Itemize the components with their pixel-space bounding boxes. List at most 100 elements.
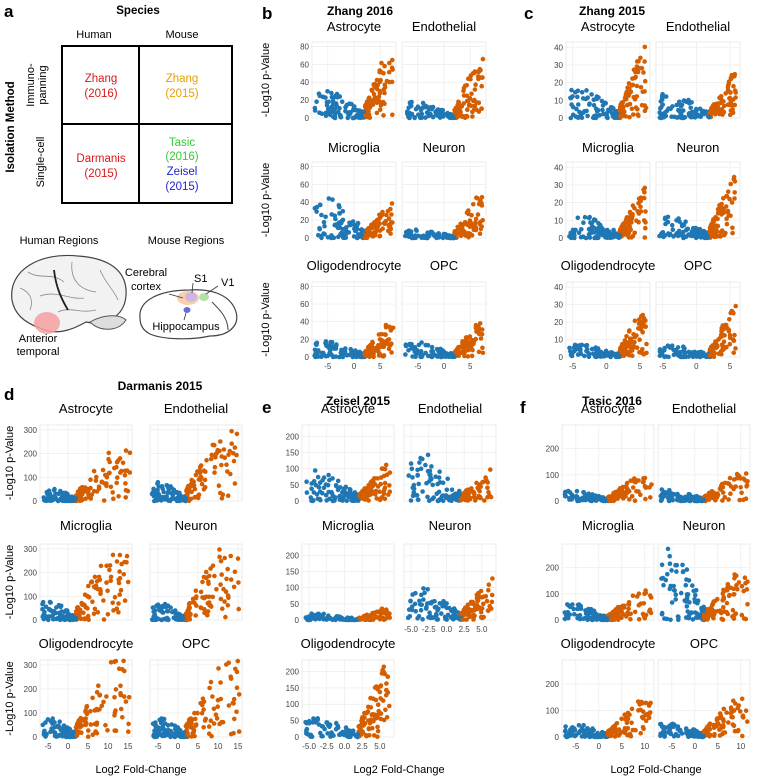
point-down — [407, 234, 412, 239]
point-up — [370, 102, 376, 107]
point-down — [574, 106, 579, 112]
point-down — [420, 100, 426, 106]
point-up — [75, 721, 80, 726]
point-up — [118, 692, 124, 698]
point-down — [337, 106, 342, 111]
row-immuno-line2: panning — [37, 65, 49, 104]
y-tick-label: 200 — [286, 551, 300, 560]
x-tick-label: -5 — [659, 362, 667, 371]
point-up — [218, 558, 224, 564]
point-up — [88, 722, 94, 727]
point-down — [355, 498, 361, 504]
point-up — [222, 555, 227, 561]
point-up — [707, 353, 713, 358]
point-up — [368, 717, 374, 722]
point-up — [101, 598, 106, 603]
subplot-label: Astrocyte — [581, 19, 635, 34]
point-down — [341, 347, 347, 353]
subplot-label: Microglia — [582, 140, 635, 155]
point-up — [228, 676, 234, 681]
point-down — [335, 478, 341, 484]
point-up — [368, 349, 374, 354]
point-down — [569, 87, 574, 93]
point-down — [563, 489, 568, 495]
point-down — [311, 490, 317, 495]
point-up — [732, 196, 737, 201]
point-down — [325, 722, 331, 728]
point-down — [410, 485, 416, 491]
point-up — [642, 44, 648, 50]
point-up — [719, 107, 725, 112]
point-down — [666, 354, 671, 360]
point-up — [236, 580, 241, 585]
subplot-label: Astrocyte — [327, 19, 381, 34]
point-up — [480, 480, 485, 485]
point-up — [389, 201, 395, 206]
x-tick-label: 15 — [124, 742, 133, 751]
point-up — [212, 573, 217, 579]
panel-letter-b: b — [262, 4, 272, 23]
point-up — [379, 60, 384, 66]
point-up — [479, 327, 485, 332]
point-up — [124, 468, 130, 474]
point-up — [636, 603, 642, 608]
point-down — [73, 615, 79, 621]
point-up — [743, 471, 749, 476]
point-up — [108, 578, 113, 584]
point-down — [316, 348, 321, 353]
point-up — [201, 707, 206, 712]
point-up — [386, 69, 392, 75]
point-up — [721, 103, 727, 109]
point-up — [123, 495, 128, 500]
point-down — [165, 490, 171, 496]
y-tick-label: 0 — [555, 616, 560, 625]
point-up — [222, 599, 227, 604]
point-down — [573, 227, 578, 233]
point-down — [52, 724, 58, 730]
point-down — [48, 600, 53, 605]
point-up — [200, 579, 205, 585]
point-down — [436, 231, 442, 236]
point-up — [472, 605, 478, 610]
point-down — [424, 604, 429, 610]
point-up — [619, 225, 624, 230]
point-up — [376, 343, 381, 348]
point-down — [693, 112, 698, 118]
point-down — [165, 723, 171, 728]
point-up — [627, 114, 632, 120]
point-up — [231, 458, 237, 464]
point-up — [357, 493, 363, 499]
point-down — [340, 354, 346, 360]
point-up — [86, 617, 91, 623]
point-up — [236, 692, 242, 697]
point-up — [364, 99, 370, 105]
subplot-label: OPC — [684, 258, 712, 273]
point-down — [425, 343, 431, 348]
point-up — [89, 492, 95, 498]
point-up — [463, 605, 468, 611]
point-down — [663, 490, 669, 495]
point-up — [719, 351, 724, 357]
point-up — [462, 83, 468, 89]
subplot-endothelial: Endothelial — [403, 401, 497, 504]
point-down — [323, 339, 329, 344]
point-up — [381, 664, 387, 670]
point-up — [86, 583, 91, 589]
point-up — [89, 579, 95, 585]
point-down — [57, 725, 62, 730]
point-up — [374, 100, 380, 105]
point-up — [231, 696, 237, 702]
point-down — [51, 487, 57, 493]
point-up — [630, 485, 636, 490]
point-up — [202, 718, 208, 723]
point-down — [405, 615, 411, 620]
point-down — [353, 352, 359, 357]
subplot-opc: OPC-5 0 5 — [655, 258, 741, 371]
point-up — [478, 198, 483, 204]
point-up — [382, 496, 388, 502]
point-down — [355, 232, 361, 237]
point-down — [677, 232, 682, 237]
point-up — [488, 494, 494, 500]
point-down — [419, 111, 425, 117]
